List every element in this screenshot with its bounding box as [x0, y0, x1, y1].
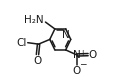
- Text: N: N: [62, 30, 70, 40]
- Text: H₂N: H₂N: [24, 15, 44, 25]
- Text: O: O: [88, 50, 97, 60]
- Text: O: O: [73, 66, 81, 76]
- Text: Cl: Cl: [16, 38, 27, 48]
- Text: O: O: [33, 56, 42, 66]
- Text: N: N: [73, 50, 81, 60]
- Text: +: +: [79, 49, 85, 58]
- Text: −: −: [79, 59, 86, 68]
